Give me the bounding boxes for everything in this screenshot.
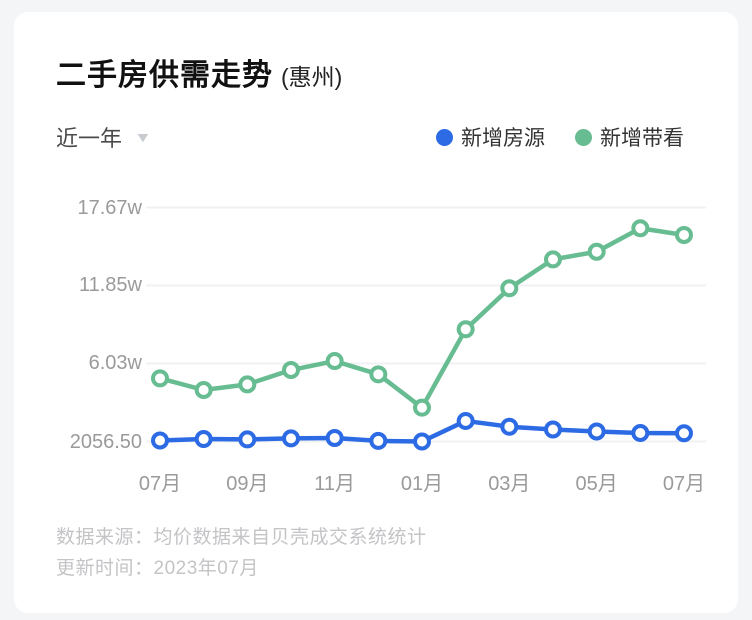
chart-point[interactable] <box>456 411 475 430</box>
chart-point[interactable] <box>281 429 300 448</box>
x-axis-label: 07月 <box>138 473 182 495</box>
y-axis-label: 11.85w <box>78 274 142 297</box>
chart-point[interactable] <box>674 424 693 443</box>
x-axis-label: 05月 <box>575 473 618 495</box>
x-axis-label: 01月 <box>400 473 444 495</box>
chart-point[interactable] <box>281 361 300 380</box>
chart-point[interactable] <box>194 430 213 449</box>
time-range-label: 近一年 <box>56 126 123 151</box>
chart-point[interactable] <box>412 398 431 417</box>
x-axis-label: 09月 <box>226 473 269 495</box>
y-axis-label: 2056.50 <box>69 430 142 453</box>
title-row: 二手房供需走势 (惠州) <box>56 50 700 94</box>
chevron-down-icon: ▼ <box>133 129 152 145</box>
legend-item-new-showings[interactable]: 新增带看 <box>575 122 684 152</box>
chart-point[interactable] <box>674 225 693 244</box>
page-title-city: (惠州) <box>281 64 343 90</box>
chart-point[interactable] <box>369 365 388 384</box>
chart-point[interactable] <box>325 352 344 371</box>
chart-point[interactable] <box>238 430 257 449</box>
chart-point[interactable] <box>500 279 519 298</box>
line-chart[interactable]: 17.67w 11.85w 6.03w 2056.50 07月 09月 11月 01月 03月 0… <box>14 180 738 510</box>
x-axis-label: 07月 <box>662 473 706 495</box>
chart-point[interactable] <box>238 375 257 394</box>
chart-point[interactable] <box>412 432 431 451</box>
chart-point[interactable] <box>631 219 650 238</box>
chart-point[interactable] <box>325 428 344 447</box>
time-range-selector[interactable]: 近一年 ▼ <box>56 121 152 153</box>
x-axis-label: 11月 <box>314 473 356 495</box>
chart-canvas[interactable] <box>14 180 738 510</box>
chart-point[interactable] <box>587 422 606 441</box>
legend-label: 新增带看 <box>600 127 684 150</box>
legend-label: 新增房源 <box>461 127 545 150</box>
legend-dot-blue <box>436 128 453 146</box>
data-source-note: 数据来源：均价数据来自贝壳成交系统统计 <box>56 527 427 548</box>
chart-point[interactable] <box>500 417 519 436</box>
card-footer: 数据来源：均价数据来自贝壳成交系统统计 更新时间：2023年07月 <box>14 522 738 584</box>
controls-row: 近一年 ▼ 新增房源 新增带看 <box>14 122 738 152</box>
series-line <box>157 226 687 410</box>
chart-point[interactable] <box>151 369 169 388</box>
legend-dot-green <box>575 128 592 146</box>
update-time-note: 更新时间：2023年07月 <box>56 558 259 579</box>
page-title: 二手房供需走势 <box>56 59 273 92</box>
x-axis-label: 03月 <box>488 473 531 495</box>
chart-point[interactable] <box>543 250 562 269</box>
chart-point[interactable] <box>631 424 650 443</box>
chart-point[interactable] <box>543 420 562 439</box>
chart-point[interactable] <box>369 431 388 450</box>
chart-point[interactable] <box>587 242 606 261</box>
chart-point[interactable] <box>194 380 213 399</box>
card-header: 二手房供需走势 (惠州) <box>14 12 738 94</box>
chart-point[interactable] <box>456 320 475 339</box>
chart-card: 二手房供需走势 (惠州) 近一年 ▼ 新增房源 新增带看 17.67w 11.85… <box>14 12 738 613</box>
chart-legend: 新增房源 新增带看 <box>436 122 684 152</box>
y-axis-label: 6.03w <box>88 352 142 375</box>
y-axis-label: 17.67w <box>77 196 143 219</box>
chart-point[interactable] <box>151 431 169 450</box>
legend-item-new-listings[interactable]: 新增房源 <box>436 122 545 152</box>
